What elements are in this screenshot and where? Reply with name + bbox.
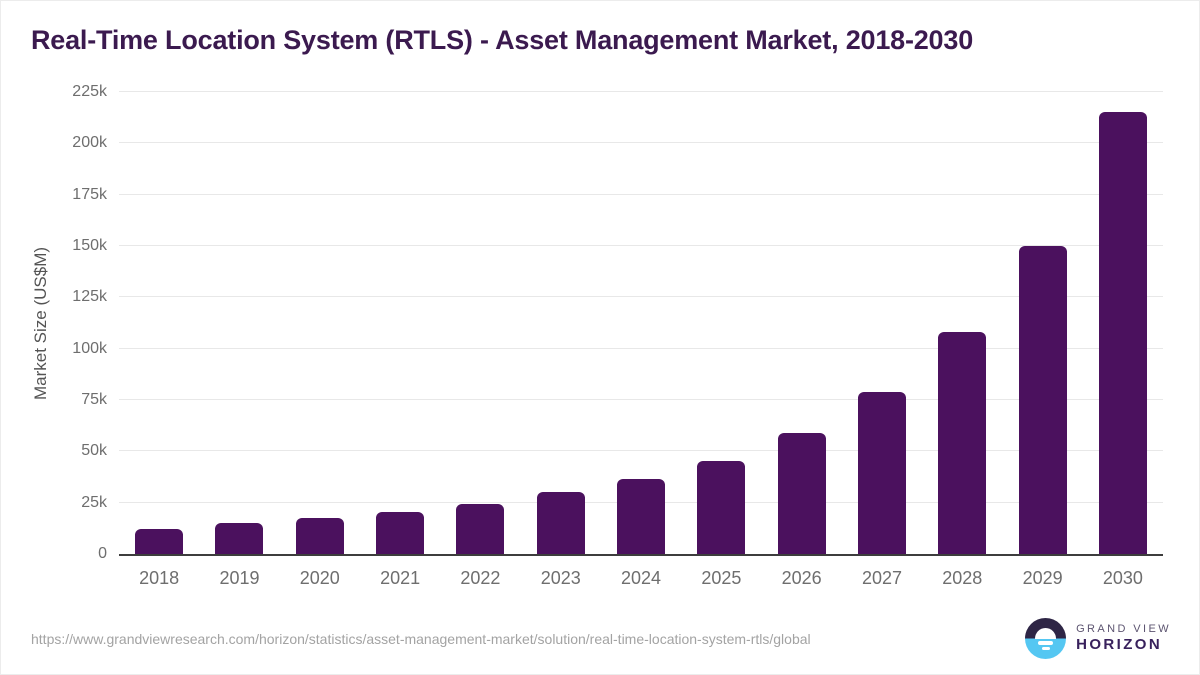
bar-2019 — [215, 523, 264, 554]
bar-2027 — [857, 392, 906, 554]
x-tick-label-2025: 2025 — [701, 568, 742, 588]
bar-2022 — [456, 504, 505, 554]
sun-reflection-dash — [1038, 641, 1054, 645]
bar-slot-2020 — [280, 92, 360, 554]
bar-slot-2024 — [601, 92, 681, 554]
y-tick-label-150k: 150k — [72, 237, 107, 255]
bar-slot-2026 — [762, 92, 842, 554]
bar-slot-2019 — [199, 92, 279, 554]
bar-slot-2023 — [521, 92, 601, 554]
x-tick-label-2028: 2028 — [942, 568, 983, 588]
y-tick-label-50k: 50k — [81, 442, 107, 460]
source-url: https://www.grandviewresearch.com/horizo… — [31, 631, 811, 647]
gridline-150k — [119, 245, 1163, 247]
bar-slot-2028 — [922, 92, 1002, 554]
sun-dome-shape — [1035, 628, 1057, 639]
bar-2028 — [938, 331, 987, 554]
bar-2025 — [697, 460, 746, 554]
y-tick-label-225k: 225k — [72, 83, 107, 100]
bar-slot-2025 — [681, 92, 761, 554]
x-tick-label-2019: 2019 — [219, 568, 260, 588]
gridline-50k — [119, 450, 1163, 452]
x-tick-label-2024: 2024 — [621, 568, 662, 588]
x-tick-label-2027: 2027 — [861, 568, 902, 588]
chart-title: Real-Time Location System (RTLS) - Asset… — [31, 25, 974, 55]
y-tick-label-75k: 75k — [81, 391, 107, 409]
logo-grand-view-label: GRAND VIEW — [1076, 622, 1171, 635]
bars-layer — [119, 92, 1163, 554]
y-tick-label-175k: 175k — [72, 185, 107, 203]
bar-slot-2021 — [360, 92, 440, 554]
bar-slot-2029 — [1002, 92, 1082, 554]
bar-2030 — [1098, 111, 1147, 554]
y-tick-label-100k: 100k — [72, 339, 107, 357]
gridline-100k — [119, 347, 1163, 349]
gridline-125k — [119, 296, 1163, 298]
plot-area — [119, 91, 1163, 556]
bar-2018 — [135, 529, 184, 554]
x-tick-label-2022: 2022 — [460, 568, 501, 588]
bar-2021 — [376, 511, 425, 554]
x-tick-label-2018: 2018 — [139, 568, 180, 588]
bar-2029 — [1018, 246, 1067, 554]
bar-slot-2030 — [1083, 92, 1163, 554]
gridline-175k — [119, 193, 1163, 195]
bar-2026 — [777, 432, 826, 554]
x-axis-tick-labels: 2018 2019 2020 2021 2022 2023 2024 2025 2026 2027… — [119, 568, 1163, 594]
bar-slot-2022 — [440, 92, 520, 554]
bar-slot-2018 — [119, 92, 199, 554]
x-tick-label-2029: 2029 — [1022, 568, 1063, 588]
x-tick-label-2021: 2021 — [380, 568, 421, 588]
y-tick-label-125k: 125k — [72, 288, 107, 306]
sun-reflection-dash — [1041, 647, 1050, 650]
x-tick-label-2023: 2023 — [540, 568, 581, 588]
bar-2024 — [617, 479, 666, 554]
y-tick-label-0: 0 — [98, 545, 107, 562]
x-tick-label-2020: 2020 — [299, 568, 340, 588]
y-tick-label-200k: 200k — [72, 134, 107, 152]
bar-2023 — [536, 492, 585, 554]
x-tick-label-2030: 2030 — [1102, 568, 1143, 588]
grandview-horizon-logo: GRAND VIEW HORIZON — [1025, 618, 1171, 659]
y-tick-label-25k: 25k — [81, 493, 107, 511]
x-axis-line — [119, 554, 1163, 556]
logo-horizon-label: HORIZON — [1076, 635, 1163, 653]
horizon-sun-icon — [1025, 618, 1067, 659]
gridline-200k — [119, 142, 1163, 144]
gridline-225k — [119, 91, 1163, 92]
y-axis-tick-labels: 0 25k 50k 75k 100k 125k 150k 175k 200k 225k — [1, 83, 107, 562]
bar-slot-2027 — [842, 92, 922, 554]
bar-2020 — [295, 518, 344, 554]
gridline-75k — [119, 399, 1163, 401]
logo-wordmark: GRAND VIEW HORIZON — [1076, 623, 1171, 655]
x-tick-label-2026: 2026 — [781, 568, 822, 588]
